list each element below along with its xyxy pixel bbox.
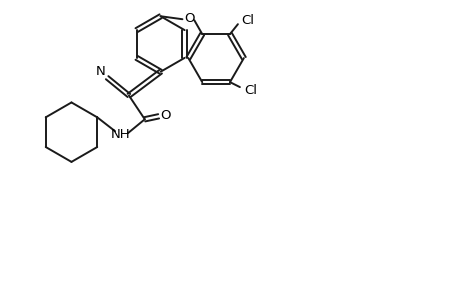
Text: N: N [95, 65, 105, 78]
Text: NH: NH [111, 128, 130, 141]
Text: Cl: Cl [241, 14, 254, 27]
Text: O: O [160, 109, 170, 122]
Text: Cl: Cl [244, 84, 257, 97]
Text: O: O [184, 12, 194, 25]
